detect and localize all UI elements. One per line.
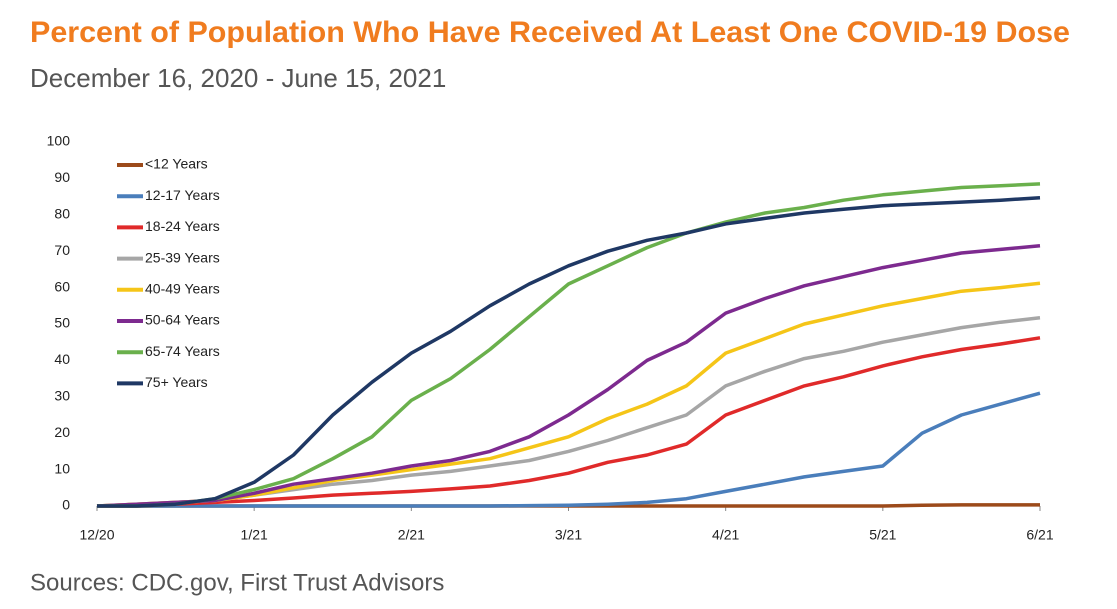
legend-label: 65-74 Years — [145, 343, 220, 359]
x-tick-label: 3/21 — [555, 527, 582, 543]
source-note: Sources: CDC.gov, First Trust Advisors — [30, 569, 444, 596]
y-tick-label: 30 — [54, 388, 70, 404]
x-tick-label: 1/21 — [241, 527, 268, 543]
x-tick-label: 4/21 — [712, 527, 739, 543]
y-tick-label: 100 — [47, 133, 71, 149]
series-line — [96, 243, 1041, 508]
legend-label: 50-64 Years — [145, 312, 220, 328]
y-tick-label: 90 — [54, 169, 70, 185]
y-tick-label: 0 — [62, 497, 70, 513]
y-tick-label: 20 — [54, 424, 70, 440]
y-tick-label: 50 — [54, 315, 70, 331]
legend-label: 40-49 Years — [145, 281, 220, 297]
y-tick-label: 80 — [54, 206, 70, 222]
legend-label: <12 Years — [145, 156, 208, 172]
y-tick-label: 40 — [54, 351, 70, 367]
series-line — [97, 391, 1041, 508]
chart-title: Percent of Population Who Have Received … — [30, 16, 1070, 49]
legend-label: 25-39 Years — [145, 249, 220, 265]
x-tick-label: 2/21 — [398, 527, 425, 543]
x-tick-label: 12/20 — [79, 527, 114, 543]
y-tick-label: 70 — [54, 242, 70, 258]
chart-subtitle: December 16, 2020 - June 15, 2021 — [30, 63, 446, 93]
legend-label: 75+ Years — [145, 374, 208, 390]
series-line — [97, 336, 1041, 508]
series-line — [97, 182, 1041, 508]
x-tick-label: 5/21 — [869, 527, 896, 543]
legend-label: 12-17 Years — [145, 187, 220, 203]
series-line — [97, 195, 1041, 508]
x-tick-label: 6/21 — [1026, 527, 1053, 543]
legend-label: 18-24 Years — [145, 218, 220, 234]
y-tick-label: 60 — [54, 278, 70, 294]
y-tick-label: 10 — [54, 460, 70, 476]
series-line — [96, 316, 1041, 508]
series-line — [96, 281, 1041, 508]
